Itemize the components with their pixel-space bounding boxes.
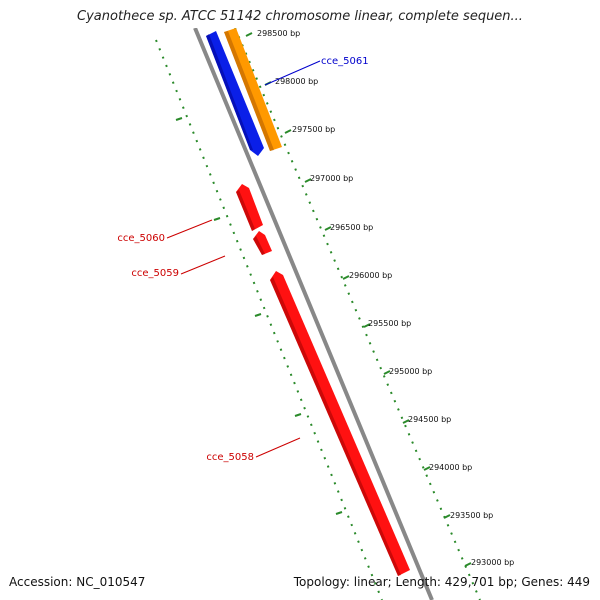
gene-label-cce-5058[interactable]: cce_5058: [206, 452, 254, 463]
chromosome-backbone: [193, 28, 434, 600]
gene-label-leader: [255, 437, 301, 458]
left-dotted-track: [155, 39, 383, 600]
gene-label-leader: [264, 60, 321, 86]
gene-cce-5060-body[interactable]: [236, 184, 263, 231]
tick-label: 296500 bp: [330, 223, 373, 232]
tick-label: 294000 bp: [429, 463, 472, 472]
tick-label: 293500 bp: [450, 511, 493, 520]
tick-label: 297000 bp: [310, 174, 353, 183]
gene-label-cce-5059[interactable]: cce_5059: [131, 268, 179, 279]
ruler-dotted-track: [234, 28, 481, 600]
accession-text: Accession: NC_010547: [9, 575, 146, 589]
gene-cce-5059-body[interactable]: [253, 231, 272, 255]
tick-label: 295000 bp: [389, 367, 432, 376]
tick-label: 294500 bp: [408, 415, 451, 424]
gene-label-cce-5060[interactable]: cce_5060: [117, 233, 165, 244]
gene-label-leader: [180, 255, 226, 275]
tick-label: 295500 bp: [368, 319, 411, 328]
tick-label: 296000 bp: [349, 271, 392, 280]
tick-label: 293000 bp: [471, 558, 514, 567]
left-track-ticks: [175, 117, 343, 515]
tick-label: 298500 bp: [257, 29, 300, 38]
gene-label-cce-5061[interactable]: cce_5061: [321, 56, 369, 67]
gene-red-partial[interactable]: [161, 0, 179, 12]
tick-label: 297500 bp: [292, 125, 335, 134]
gene-label-leader: [166, 219, 213, 239]
tick-label: 298000 bp: [275, 77, 318, 86]
map-title: Cyanothece sp. ATCC 51142 chromosome lin…: [77, 9, 523, 24]
genome-summary-text: Topology: linear; Length: 429,701 bp; Ge…: [293, 575, 590, 589]
gene-cce-5058-body[interactable]: [270, 271, 410, 576]
gene-teal-partial[interactable]: [142, 0, 161, 12]
gene-cce-5061-body[interactable]: [206, 31, 264, 156]
